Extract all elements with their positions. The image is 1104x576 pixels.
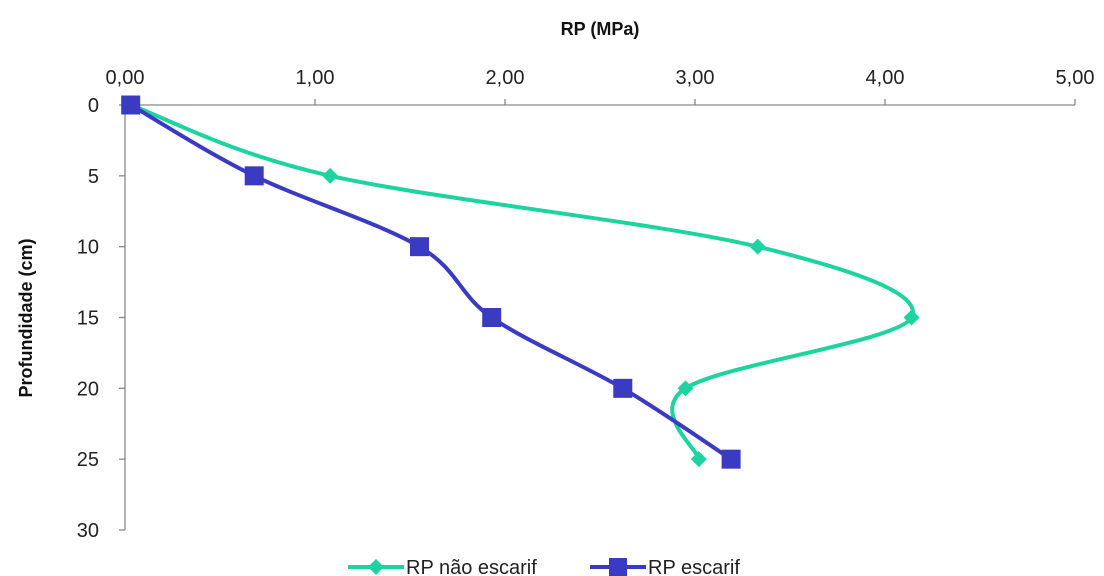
legend-square-marker [609,558,627,576]
legend: RP não escarif RP escarif [348,557,740,576]
x-tick-label: 3,00 [676,67,715,89]
legend-item: RP escarif [590,557,740,576]
x-tick-label: 4,00 [866,67,905,89]
square-marker [410,237,429,257]
square-marker [613,378,633,398]
series-1 [122,97,920,468]
square-marker [121,95,141,115]
y-tick-label: 0 [88,95,99,117]
square-marker [721,449,741,469]
diamond-marker [677,380,694,397]
y-tick-label: 15 [77,308,99,330]
y-tick-label: 5 [88,166,99,188]
x-tick-label: 0,00 [106,67,145,89]
legend-label: RP escarif [648,557,740,576]
series-2 [121,95,741,469]
legend-diamond-marker [368,559,384,575]
y-tick-label: 10 [77,237,99,259]
diamond-marker [749,238,766,255]
plot-area [121,95,920,469]
y-tick-label: 30 [77,520,99,542]
axes: 0,00 1,00 2,00 3,00 4,00 5,00 0 5 10 15 20 25 30 [77,67,1095,542]
diamond-marker [322,167,339,184]
x-tick-label: 2,00 [486,67,525,89]
y-axis-title: Profundidade (cm) [16,238,36,397]
x-tick-label: 5,00 [1056,67,1095,89]
legend-label: RP não escarif [406,557,537,576]
x-tick-label: 1,00 [296,67,335,89]
legend-item: RP não escarif [348,557,537,576]
y-tick-label: 25 [77,449,99,471]
square-marker [482,308,502,327]
series-line [129,103,733,461]
diamond-marker [903,309,920,326]
diamond-marker [690,451,707,468]
y-tick-label: 20 [77,378,99,400]
x-axis-title: RP (MPa) [561,19,640,39]
square-marker [244,166,264,186]
series-line [130,103,915,460]
